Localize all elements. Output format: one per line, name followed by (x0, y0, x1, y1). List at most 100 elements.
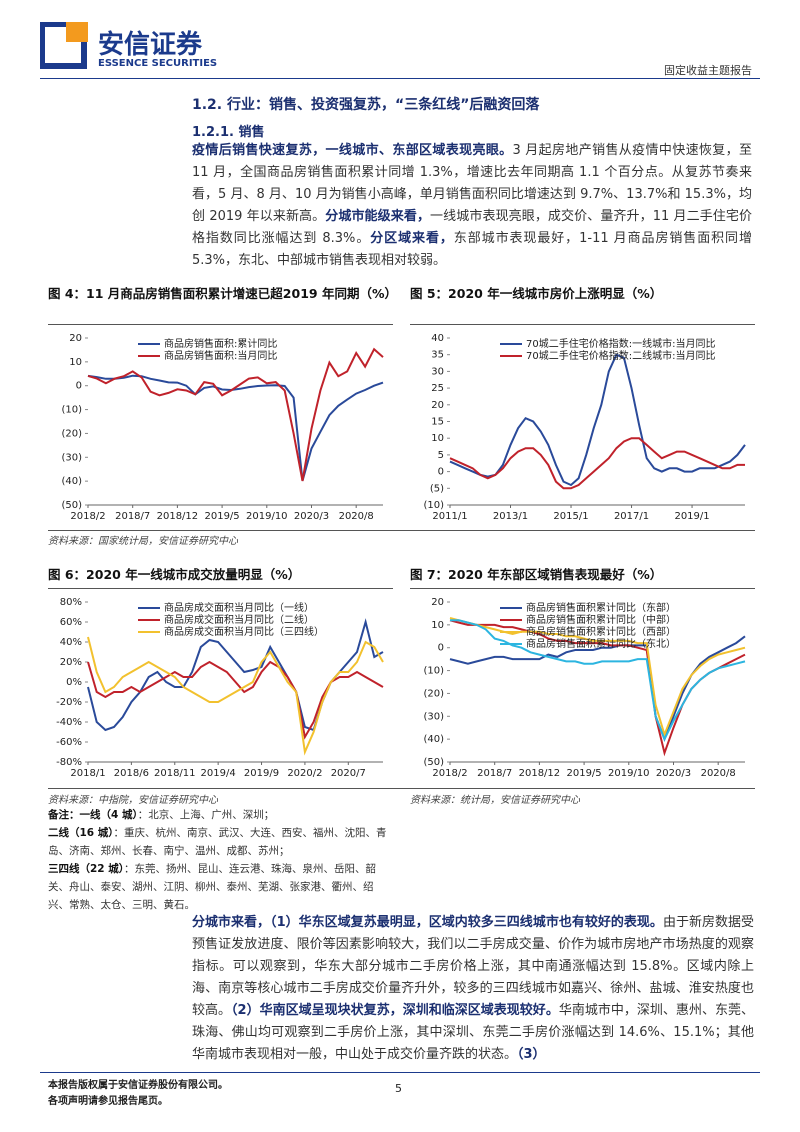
y-tick-label: (20) (423, 688, 444, 699)
text-run: 东部城市表现最好，1-11 月商品房销售面积同增 5.3%，东北、中部城市销售表… (192, 231, 752, 268)
text-run: 分区域来看， (370, 231, 454, 246)
figure-title: 图 7：2020 年东部区域销售表现最好（%） (410, 567, 663, 582)
y-tick-label: 0 (76, 381, 82, 392)
figure-title: 图 6：2020 年一线城市成交放量明显（%） (48, 567, 301, 582)
y-tick-label: 0 (438, 467, 444, 478)
legend-label: 商品房成交面积当月同比（二线） (164, 613, 314, 626)
footer-rule (40, 1072, 760, 1073)
x-tick-label: 2011/1 (432, 511, 467, 522)
rule (410, 588, 755, 589)
rule (48, 788, 755, 789)
y-tick-label: (10) (61, 405, 82, 416)
y-tick-label: 15 (431, 417, 444, 428)
note: 三四线（22 城）：东莞、扬州、昆山、连云港、珠海、泉州、岳阳、韶关、舟山、泰安… (48, 860, 393, 914)
text-run: 华南城市中，深圳、惠州、东莞、珠海、佛山均可观察到二手房价上涨，其中深圳、东莞二… (192, 1003, 754, 1062)
legend-label: 商品房销售面积累计同比（东部） (526, 601, 676, 614)
text-run: 疫情后销售快速复苏，一线城市、东部区域表现亮眼。 (192, 143, 513, 158)
x-tick-label: 2020/3 (294, 511, 329, 522)
x-tick-label: 2019/9 (244, 768, 279, 779)
x-tick-label: 2020/8 (701, 768, 736, 779)
text-run: ：东莞、扬州、昆山、连云港、珠海、泉州、岳阳、韶关、舟山、泰安、湖州、江阴、柳州… (48, 863, 377, 911)
text-run: （3） (517, 1047, 546, 1062)
y-tick-label: 25 (431, 383, 444, 394)
x-tick-label: 2018/12 (519, 768, 561, 779)
rule (48, 324, 393, 325)
y-tick-label: 5 (438, 450, 444, 461)
y-tick-label: 0% (66, 677, 82, 688)
figure-title: 图 5：2020 年一线城市房价上涨明显（%） (410, 286, 663, 301)
y-tick-label: (40) (423, 734, 444, 745)
y-tick-label: 30 (431, 366, 444, 377)
y-tick-label: 0 (438, 643, 444, 654)
y-tick-label: 20 (431, 597, 444, 608)
legend-label: 70城二手住宅价格指数:一线城市:当月同比 (526, 337, 715, 350)
y-tick-label: 35 (431, 350, 444, 361)
series-line (450, 619, 746, 742)
note: 二线（16 城）：重庆、杭州、南京、武汉、大连、西安、福州、沈阳、青岛、济南、郑… (48, 824, 393, 860)
text-run: 一线城市表现亮眼，成交价、量齐升，11 月二手住宅价格指数同比涨幅达到 8.3%… (192, 209, 752, 246)
notes: 备注：一线（4 城）：北京、上海、广州、深圳； 二线（16 城）：重庆、杭州、南京… (48, 806, 393, 914)
chart: 80% 60% 40% 20% 0% -20% -40% -60% -80%2018/1 2018… (56, 597, 384, 779)
x-tick-label: 2018/1 (70, 768, 105, 779)
company-en: ESSENCE SECURITIES (98, 58, 218, 69)
y-tick-label: 80% (60, 597, 82, 608)
y-tick-label: -40% (56, 717, 82, 728)
x-tick-label: 2019/5 (566, 768, 601, 779)
y-tick-label: 20 (431, 400, 444, 411)
y-tick-label: 10 (431, 620, 444, 631)
x-tick-label: 2019/5 (204, 511, 239, 522)
x-tick-label: 2015/1 (553, 511, 588, 522)
y-tick-label: (10) (423, 666, 444, 677)
series-line (87, 374, 384, 482)
page-number: 5 (395, 1082, 402, 1095)
x-tick-label: 2019/10 (246, 511, 288, 522)
source: 资料来源：统计局，安信证券研究中心 (410, 795, 580, 806)
paragraph: 分城市来看，（1）华东区域复苏最明显，区域内较多三四线城市也有较好的表现。由于新… (192, 912, 754, 1066)
y-tick-label: 10 (69, 357, 82, 368)
header-rule (40, 78, 760, 79)
text-run: 二线（16 城） (48, 827, 114, 839)
text-run: 由于新房数据受预售证发放进度、限价等因素影响较大，我们以二手房成交量、价作为城市… (192, 915, 754, 1018)
rule (48, 588, 393, 589)
section-heading: 1.2. 行业：销售、投资强复苏，“三条红线”后融资回落 (192, 97, 540, 113)
y-tick-label: (50) (61, 500, 82, 511)
series-line (87, 618, 384, 732)
logo-frame (40, 22, 87, 69)
logo-square (66, 22, 88, 42)
x-tick-label: 2018/6 (114, 768, 149, 779)
y-tick-label: 20 (69, 333, 82, 344)
x-tick-label: 2019/4 (201, 768, 236, 779)
note: 备注：一线（4 城）：北京、上海、广州、深圳； (48, 806, 393, 824)
x-tick-label: 2020/7 (331, 768, 366, 779)
rule (48, 530, 755, 531)
x-tick-label: 2019/10 (608, 768, 650, 779)
x-tick-label: 2017/1 (614, 511, 649, 522)
x-tick-label: 2013/1 (493, 511, 528, 522)
x-tick-label: 2018/7 (477, 768, 512, 779)
footer-line: 本报告版权属于安信证券股份有限公司。 (48, 1080, 228, 1091)
y-tick-label: 40 (431, 333, 444, 344)
y-tick-label: 60% (60, 617, 82, 628)
text-run: ：重庆、杭州、南京、武汉、大连、西安、福州、沈阳、青岛、济南、郑州、长春、南宁、… (48, 827, 387, 857)
series-line (449, 353, 746, 487)
text-run: 三四线（22 城） (48, 863, 125, 875)
chart: 40 35 30 25 20 15 10 5 0 (5) (10)2011/1 2013/1 2015/… (423, 333, 746, 522)
x-tick-label: 2018/7 (115, 511, 150, 522)
y-tick-label: -80% (56, 757, 82, 768)
footer-line: 各项声明请参见报告尾页。 (48, 1096, 168, 1107)
legend-label: 70城二手住宅价格指数:二线城市:当月同比 (526, 349, 715, 362)
logo (40, 22, 88, 69)
report-type: 固定收益主题报告 (664, 64, 752, 77)
x-tick-label: 2020/3 (656, 768, 691, 779)
footer: 本报告版权属于安信证券股份有限公司。 各项声明请参见报告尾页。 (48, 1078, 228, 1110)
rule (410, 324, 755, 325)
series-line (87, 636, 384, 756)
text-run: 分城市能级来看， (325, 209, 431, 224)
y-tick-label: 40% (60, 637, 82, 648)
y-tick-label: (10) (423, 500, 444, 511)
series-line (449, 437, 745, 490)
x-tick-label: 2018/2 (432, 768, 467, 779)
company: 安信证券 (98, 30, 203, 60)
x-tick-label: 2020/2 (287, 768, 322, 779)
y-tick-label: (50) (423, 757, 444, 768)
